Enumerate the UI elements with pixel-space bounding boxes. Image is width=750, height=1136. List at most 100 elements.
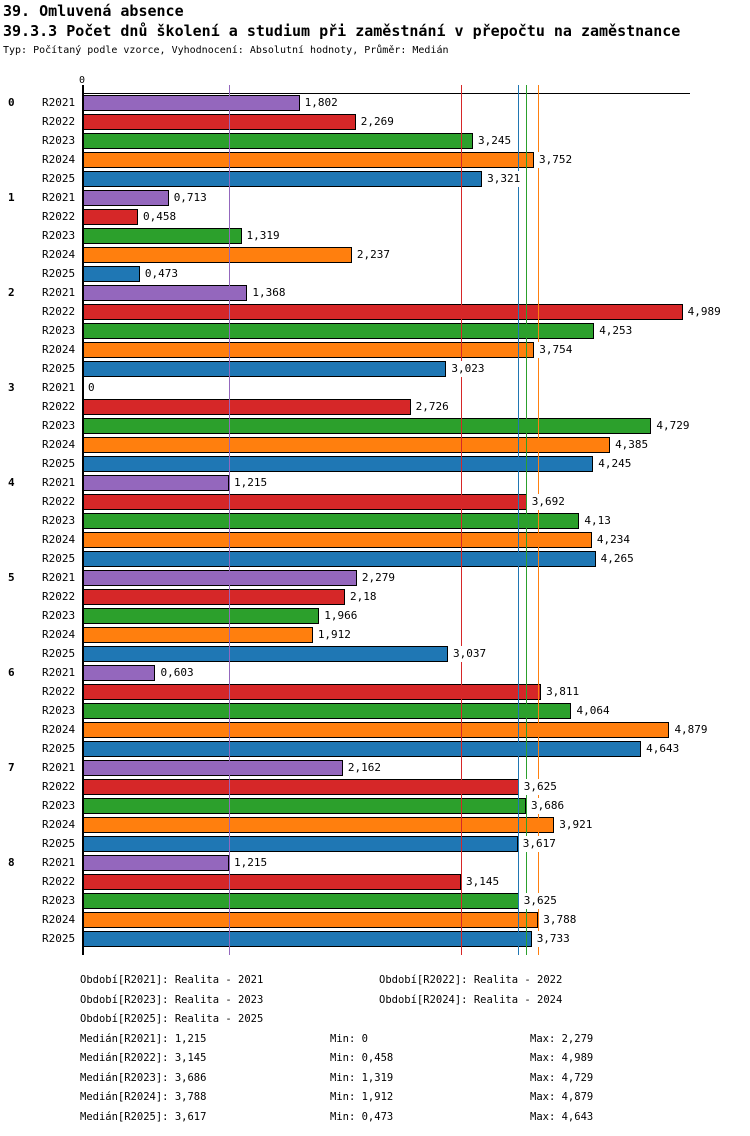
stat-median: Medián[R2024]: 3,788 [80, 1091, 207, 1103]
report-title: 39. Omluvená absence [3, 2, 184, 20]
bar-r2025 [83, 361, 447, 377]
series-label: R2025 [42, 932, 76, 945]
bar-r2023 [83, 133, 474, 149]
group-label: 5 [8, 571, 15, 584]
bar-r2025 [83, 171, 483, 187]
series-label: R2021 [42, 191, 76, 204]
series-label: R2024 [42, 723, 76, 736]
series-label: R2024 [42, 153, 76, 166]
value-label: 3,788 [541, 912, 579, 928]
value-label: 3,145 [464, 874, 502, 890]
value-label: 4,643 [644, 741, 682, 757]
value-label: 0,473 [142, 266, 180, 282]
axis-zero-label: 0 [79, 75, 86, 86]
series-label: R2022 [42, 875, 76, 888]
series-label: R2023 [42, 799, 76, 812]
series-label: R2025 [42, 647, 76, 660]
bar-r2021 [83, 855, 230, 871]
legend-item: Období[R2021]: Realita - 2021 [80, 974, 264, 986]
stat-min: Min: 0,458 [330, 1052, 394, 1064]
value-label: 3,754 [537, 342, 575, 358]
bar-r2023 [83, 418, 652, 434]
legend-item: Období[R2025]: Realita - 2025 [80, 1013, 264, 1025]
bar-r2024 [83, 627, 313, 643]
series-label: R2024 [42, 628, 76, 641]
stat-max: Max: 2,279 [530, 1032, 594, 1045]
legend-item: Období[R2024]: Realita - 2024 [379, 993, 563, 1006]
value-label: 4,253 [597, 323, 635, 339]
median-line-r2021 [229, 85, 231, 955]
value-label: 2,269 [358, 114, 396, 130]
value-label: 1,368 [250, 285, 288, 301]
series-label: R2022 [42, 400, 76, 413]
series-label: R2023 [42, 894, 76, 907]
value-label: 0,458 [141, 209, 179, 225]
value-label: 3,617 [520, 836, 558, 852]
series-label: R2022 [42, 685, 76, 698]
bar-r2025 [83, 931, 532, 947]
value-label: 0 [86, 380, 97, 396]
value-label: 4,064 [574, 703, 612, 719]
bar-r2022 [83, 304, 683, 320]
legend-item: Období[R2022]: Realita - 2022 [379, 974, 563, 986]
value-label: 3,921 [557, 817, 595, 833]
value-label: 3,692 [529, 494, 567, 510]
series-label: R2024 [42, 818, 76, 831]
bar-r2025 [83, 741, 642, 757]
median-line-r2025 [517, 85, 519, 955]
series-label: R2022 [42, 495, 76, 508]
value-label: 4,879 [672, 722, 710, 738]
value-label: 0,713 [171, 190, 209, 206]
series-label: R2022 [42, 115, 76, 128]
bar-r2021 [83, 285, 248, 301]
value-label: 3,625 [521, 893, 559, 909]
stat-min: Min: 0 [330, 1032, 368, 1045]
series-label: R2021 [42, 666, 76, 679]
bar-r2022 [83, 589, 346, 605]
median-line-r2023 [526, 85, 528, 955]
group-label: 2 [8, 286, 15, 299]
series-label: R2024 [42, 248, 76, 261]
bar-r2022 [83, 399, 411, 415]
stat-median: Medián[R2021]: 1,215 [80, 1032, 207, 1045]
value-label: 2,279 [359, 570, 398, 586]
value-label: 4,989 [685, 304, 723, 320]
value-label: 2,162 [345, 760, 383, 776]
group-label: 4 [8, 476, 15, 489]
bar-r2023 [83, 323, 595, 339]
bar-r2021 [83, 475, 230, 491]
bar-r2025 [83, 646, 449, 662]
bar-r2022 [83, 684, 542, 700]
stat-max: Max: 4,989 [530, 1052, 594, 1064]
bar-r2021 [83, 570, 357, 586]
series-label: R2025 [42, 552, 76, 565]
stat-median: Medián[R2023]: 3,686 [80, 1071, 207, 1084]
value-label: 0,603 [158, 665, 196, 681]
series-label: R2022 [42, 210, 76, 223]
value-label: 3,733 [534, 931, 572, 947]
bar-r2023 [83, 513, 580, 529]
bar-r2024 [83, 817, 555, 833]
series-label: R2023 [42, 514, 76, 527]
bar-r2025 [83, 266, 140, 282]
series-label: R2023 [42, 134, 76, 147]
chart-title: 39.3.3 Počet dnů školení a studium při z… [3, 22, 681, 40]
series-label: R2023 [42, 419, 76, 432]
bar-r2022 [83, 779, 519, 795]
bar-r2022 [83, 874, 462, 890]
series-label: R2021 [42, 761, 76, 774]
stat-max: Max: 4,729 [530, 1071, 594, 1084]
axis-line-x [83, 93, 690, 94]
value-label: 4,265 [598, 551, 636, 567]
bar-r2024 [83, 722, 670, 738]
bar-r2021 [83, 760, 343, 776]
stat-min: Min: 0,473 [330, 1110, 394, 1123]
value-label: 4,385 [613, 437, 651, 453]
bar-r2025 [83, 456, 594, 472]
value-label: 3,321 [485, 171, 523, 187]
series-label: R2021 [42, 571, 76, 584]
series-label: R2025 [42, 172, 76, 185]
bar-r2025 [83, 836, 518, 852]
bar-r2024 [83, 912, 539, 928]
